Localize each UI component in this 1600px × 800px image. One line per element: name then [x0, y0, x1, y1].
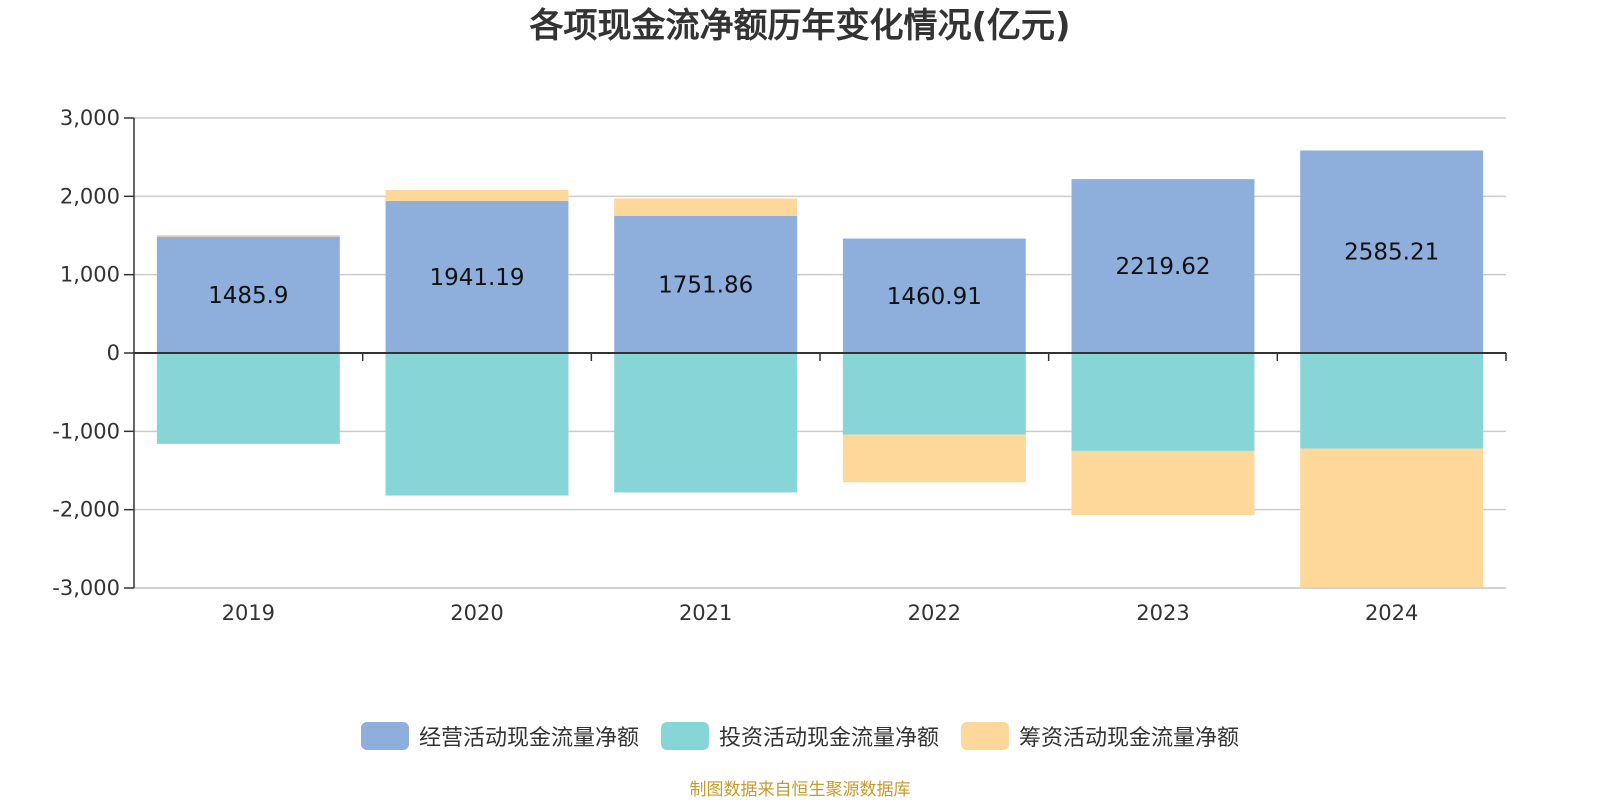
bar-2024-series-2 [1300, 448, 1484, 588]
x-tick-label: 2020 [450, 601, 503, 625]
x-tick-label: 2023 [1136, 601, 1189, 625]
bar-2023-series-2 [1071, 450, 1255, 516]
x-tick-label: 2021 [679, 601, 732, 625]
bar-2023-series-0 [1071, 179, 1255, 353]
data-label: 1485.9 [208, 283, 288, 309]
y-tick-label: -3,000 [52, 576, 120, 600]
axes: 3,000 2,000 1,000 0 -1,000 -2,000 -3,000 2019 20… [52, 106, 1507, 625]
y-tick-label: -1,000 [52, 419, 120, 443]
bar-2024-series-0 [1300, 150, 1484, 353]
labels: 1485.9 1941.19 1751.86 1460.91 2219.62 2585.2… [208, 240, 1439, 310]
data-label: 1751.86 [658, 272, 753, 298]
bar-2020-series-0 [385, 200, 569, 353]
chart-title: 各项现金流净额历年变化情况(亿元) [529, 6, 1071, 46]
data-label: 1941.19 [429, 265, 524, 291]
source-note: 制图数据来自恒生聚源数据库 [689, 780, 911, 800]
legend-swatch [660, 722, 709, 750]
y-tick-label: 3,000 [60, 106, 120, 130]
data-label: 2219.62 [1115, 254, 1210, 280]
legend-label: 筹资活动现金流量净额 [1019, 726, 1240, 751]
grid-lines [134, 117, 1506, 589]
bar-2019-series-1 [156, 353, 340, 444]
x-tick-label: 2022 [908, 601, 961, 625]
bar-2022-series-2 [842, 434, 1026, 483]
legend-item[interactable]: 投资活动现金流量净额 [660, 720, 939, 752]
bar-2021-series-2 [614, 198, 798, 216]
data-label: 1460.91 [887, 284, 982, 310]
bar-2020-series-1 [385, 353, 569, 496]
bar-2021-series-1 [614, 353, 798, 493]
legend-label: 投资活动现金流量净额 [718, 726, 939, 751]
x-tick-label: 2024 [1365, 601, 1418, 625]
cashflow-bar-chart: 3,000 2,000 1,000 0 -1,000 -2,000 -3,000 2019 20… [52, 106, 1507, 625]
bars [156, 150, 1484, 588]
bar-2020-series-2 [385, 189, 569, 201]
y-tick-label: -2,000 [52, 498, 120, 522]
bar-2022-series-0 [842, 238, 1026, 353]
legend-label: 经营活动现金流量净额 [418, 726, 639, 751]
x-tick-label: 2019 [222, 601, 275, 625]
bar-2022-series-1 [842, 353, 1026, 435]
legend-item[interactable]: 筹资活动现金流量净额 [961, 720, 1239, 752]
legend-swatch [360, 722, 409, 750]
legend-item[interactable]: 经营活动现金流量净额 [360, 720, 639, 752]
bar-2019-series-0 [156, 236, 340, 353]
data-label: 2585.21 [1344, 240, 1439, 266]
legend-swatch [961, 722, 1009, 750]
legend: 经营活动现金流量净额 投资活动现金流量净额 筹资活动现金流量净额 [0, 718, 1600, 754]
bar-2019-series-2 [156, 235, 340, 237]
y-tick-label: 1,000 [60, 263, 120, 287]
bar-2024-series-1 [1300, 353, 1484, 449]
bar-2023-series-1 [1071, 353, 1255, 451]
y-tick-label: 0 [107, 341, 120, 365]
bar-2021-series-0 [614, 215, 798, 353]
y-tick-label: 2,000 [60, 184, 120, 208]
